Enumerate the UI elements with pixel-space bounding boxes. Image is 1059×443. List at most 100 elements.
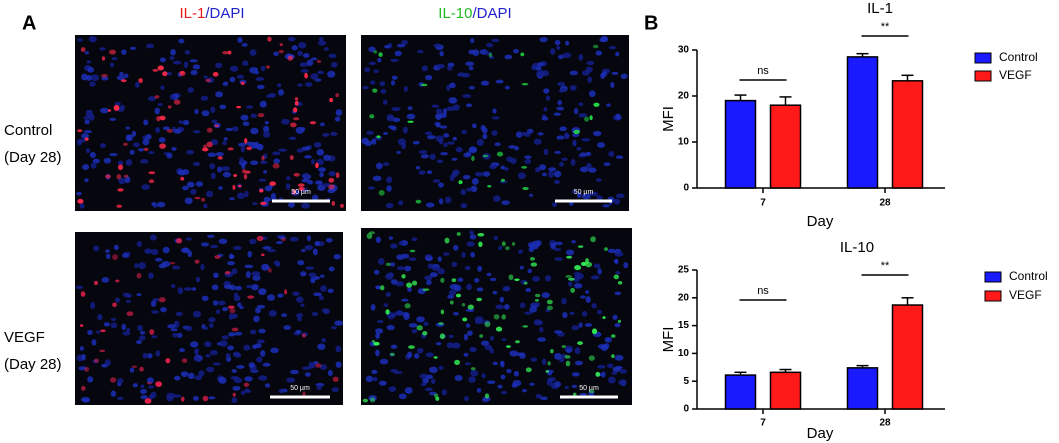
nucleus: [203, 203, 208, 209]
nucleus: [244, 264, 254, 269]
stain-spot: [236, 105, 242, 109]
column-title: IL-10/DAPI: [438, 5, 511, 22]
nucleus: [413, 353, 420, 359]
stain-spot: [206, 127, 213, 133]
nucleus: [180, 371, 189, 378]
stain-spot: [585, 261, 593, 268]
nucleus: [158, 137, 166, 143]
nucleus: [306, 59, 314, 66]
stain-spot: [331, 201, 336, 206]
nucleus: [177, 332, 183, 338]
stain-spot: [304, 72, 308, 79]
nucleus: [386, 324, 395, 331]
nucleus: [236, 192, 245, 200]
stain-spot: [116, 204, 123, 208]
nucleus: [395, 281, 404, 287]
nucleus: [424, 131, 433, 136]
nucleus: [286, 176, 291, 181]
nucleus: [300, 303, 305, 308]
nucleus: [620, 73, 628, 80]
stain-spot: [547, 361, 551, 366]
nucleus: [322, 133, 330, 137]
nucleus: [614, 251, 624, 257]
nucleus: [370, 303, 376, 311]
nucleus: [375, 236, 382, 243]
stain-spot: [244, 170, 251, 174]
stain-spot: [316, 60, 322, 63]
nucleus: [469, 234, 477, 240]
nucleus: [378, 380, 387, 386]
nucleus: [578, 53, 584, 61]
nucleus: [597, 268, 602, 275]
nucleus: [166, 153, 173, 159]
nucleus: [315, 180, 323, 185]
nucleus: [534, 66, 542, 71]
nucleus: [150, 300, 157, 307]
stain-spot: [115, 279, 120, 283]
stain-spot: [495, 326, 503, 332]
nucleus: [210, 106, 216, 114]
nucleus: [461, 72, 471, 78]
nucleus: [122, 331, 131, 336]
nucleus: [178, 120, 184, 124]
nucleus: [464, 396, 469, 402]
stain-spot: [385, 262, 391, 267]
nucleus: [109, 152, 118, 157]
nucleus: [500, 374, 506, 380]
bar: [891, 80, 924, 189]
nucleus: [192, 64, 201, 70]
stain-spot: [482, 154, 489, 158]
y-tick-label: 10: [678, 137, 690, 148]
nucleus: [75, 285, 83, 290]
nucleus: [327, 369, 333, 377]
nucleus: [492, 108, 497, 114]
y-tick-label: 20: [678, 91, 690, 102]
nucleus: [500, 165, 506, 170]
nucleus: [198, 370, 205, 377]
stain-spot: [407, 120, 414, 124]
y-tick-label: 5: [683, 376, 689, 387]
nucleus: [446, 106, 455, 111]
nucleus: [557, 54, 564, 60]
nucleus: [530, 357, 538, 362]
nucleus: [500, 361, 505, 368]
nucleus: [250, 160, 259, 166]
nucleus: [316, 385, 322, 390]
nucleus: [100, 143, 107, 148]
nucleus: [136, 293, 142, 297]
nucleus: [545, 275, 552, 282]
nucleus: [571, 372, 580, 377]
nucleus: [319, 364, 328, 370]
nucleus: [606, 103, 611, 107]
nucleus: [273, 51, 279, 57]
stain-spot: [588, 355, 595, 361]
nucleus: [492, 290, 498, 295]
nucleus: [313, 292, 322, 297]
nucleus: [383, 131, 388, 136]
nucleus: [255, 307, 261, 314]
nucleus: [119, 71, 124, 77]
nucleus: [554, 150, 562, 154]
nucleus: [335, 345, 342, 353]
nucleus: [421, 65, 428, 72]
nucleus: [499, 296, 505, 303]
stain-spot: [593, 44, 599, 49]
nucleus: [301, 178, 309, 183]
nucleus: [491, 130, 498, 136]
marker: IL-1: [179, 5, 205, 22]
stain-spot: [329, 97, 334, 103]
nucleus: [96, 330, 101, 334]
nucleus: [193, 129, 201, 134]
y-axis-label: MFI: [660, 106, 677, 132]
nucleus: [231, 369, 237, 373]
nucleus: [323, 47, 329, 51]
nucleus: [137, 325, 143, 332]
nucleus: [420, 382, 427, 387]
nucleus: [578, 322, 583, 328]
y-tick-label: 15: [678, 320, 690, 331]
nucleus: [451, 261, 458, 267]
micrographs: 50 µm 50 µm 50 µm 50 µm: [75, 35, 632, 405]
nucleus: [584, 323, 593, 328]
nucleus: [117, 378, 124, 384]
stain-spot: [113, 104, 120, 111]
